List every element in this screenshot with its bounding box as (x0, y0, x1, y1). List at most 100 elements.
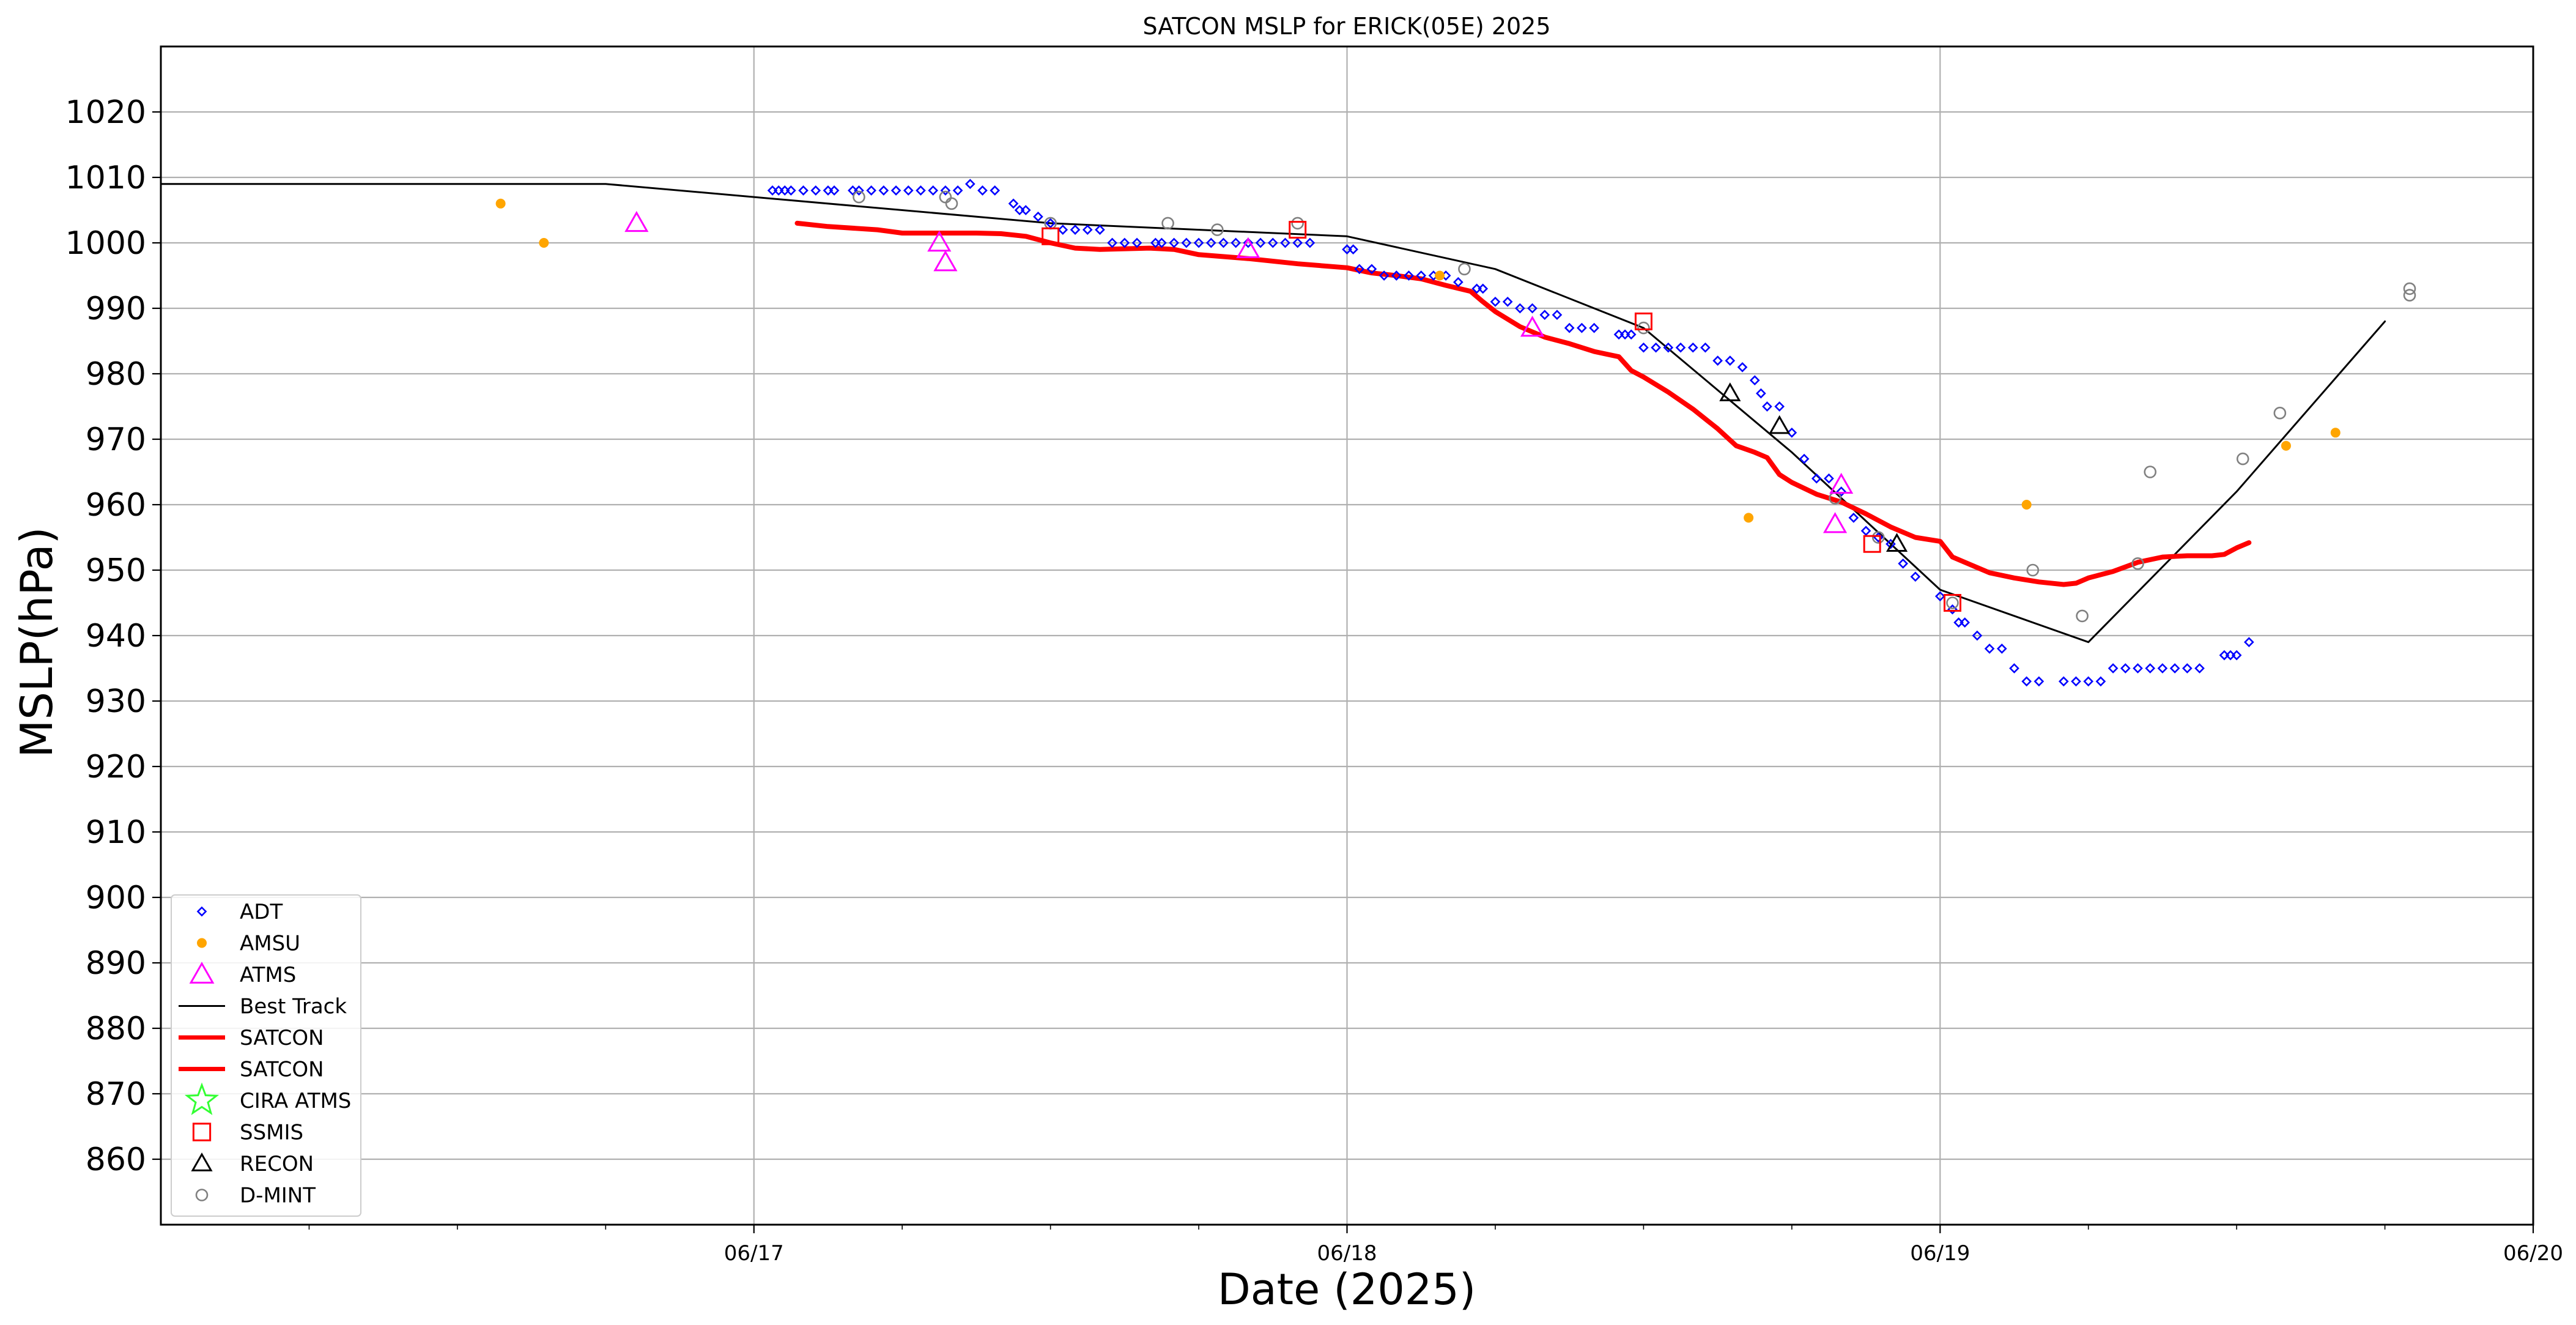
adt-point (1391, 270, 1402, 281)
atms-series (624, 210, 1854, 533)
ssmis-point (1289, 221, 1307, 239)
recon-point (1886, 533, 1908, 552)
y-tick-label: 890 (86, 945, 146, 982)
d-mint-point (945, 197, 958, 210)
adt-point (1774, 401, 1785, 412)
adt-point (1404, 270, 1414, 281)
adt-point (990, 185, 1001, 196)
y-tick-label: 980 (86, 356, 146, 393)
y-axis-label: MSLP(hPa) (11, 527, 62, 757)
d-mint-point (1458, 262, 1471, 276)
adt-point (1786, 427, 1797, 438)
d-mint-point (2403, 289, 2416, 302)
adt-point (1255, 237, 1266, 248)
amsu-point (495, 198, 506, 209)
legend-label-cira-atms: CIRA ATMS (240, 1089, 351, 1113)
adt-point (2071, 676, 2081, 687)
x-tick-label: 06/19 (1910, 1241, 1970, 1266)
adt-point (1687, 342, 1698, 353)
adt-point (1305, 237, 1316, 248)
adt-point (1205, 237, 1216, 248)
adt-point (1354, 264, 1365, 275)
adt-point (2194, 663, 2205, 674)
adt-point (1502, 296, 1513, 307)
legend-label-satcon: SATCON (240, 1058, 324, 1082)
legend-marker-ssmis (192, 1123, 212, 1141)
adt-point (1824, 473, 1834, 484)
adt-point (1749, 375, 1760, 386)
adt-point (798, 185, 809, 196)
satcon-line (794, 220, 2252, 587)
adt-point (1057, 225, 1068, 235)
y-tick-label: 870 (86, 1076, 146, 1113)
atms-point (1823, 512, 1848, 533)
legend-box (171, 894, 361, 1217)
adt-point (2231, 650, 2242, 661)
amsu-point (539, 238, 549, 248)
atms-point (624, 210, 649, 232)
y-tick-label: 970 (86, 421, 146, 458)
atms-point (1520, 316, 1545, 337)
adt-point (1848, 513, 1859, 523)
legend-marker-amsu (197, 938, 207, 948)
adt-point (1416, 270, 1427, 281)
y-tick-label: 990 (86, 291, 146, 327)
y-tick-label: 1000 (65, 225, 146, 262)
ssmis-point (1634, 312, 1653, 330)
adt-point (1552, 310, 1563, 321)
adt-point (1119, 237, 1130, 248)
adt-point (1799, 453, 1810, 464)
adt-point (1218, 237, 1229, 248)
adt-point (952, 185, 963, 196)
adt-point (2034, 676, 2045, 687)
y-tick-label: 950 (86, 552, 146, 589)
adt-point (940, 185, 951, 196)
adt-point (1996, 644, 2007, 654)
legend-label-best-track: Best Track (240, 995, 347, 1019)
adt-point (903, 185, 914, 196)
y-tick-label: 960 (86, 487, 146, 524)
legend-label-satcon: SATCON (240, 1026, 324, 1050)
adt-point (1008, 198, 1019, 209)
legend-label-ssmis: SSMIS (240, 1121, 303, 1145)
recon-point (1769, 415, 1791, 434)
adt-point (2182, 663, 2193, 674)
adt-point (1045, 218, 1056, 229)
y-tick-label: 920 (86, 749, 146, 785)
atms-point (927, 230, 952, 252)
adt-point (1589, 322, 1599, 333)
adt-point (1348, 244, 1358, 255)
amsu-point (2330, 428, 2341, 438)
legend-label-amsu: AMSU (240, 932, 300, 956)
adt-point (1725, 355, 1736, 366)
y-tick-label: 860 (86, 1141, 146, 1178)
plot-frame (160, 45, 2534, 1226)
adt-point (1515, 303, 1525, 314)
adt-point (1095, 225, 1105, 235)
adt-point (1157, 237, 1167, 248)
adt-point (1131, 237, 1142, 248)
adt-point (1755, 388, 1766, 399)
y-tick-label: 880 (86, 1011, 146, 1047)
recon-point (1719, 382, 1741, 401)
adt-point (878, 185, 889, 196)
adt-point (810, 185, 821, 196)
adt-point (1972, 630, 1983, 641)
d-mint-point (2076, 609, 2089, 623)
adt-point (1836, 486, 1846, 497)
adt-point (1478, 283, 1489, 294)
d-mint-point (1291, 217, 1304, 230)
adt-point (1490, 296, 1501, 307)
grid (161, 46, 2534, 1225)
adt-point (2145, 663, 2156, 674)
adt-point (1737, 362, 1748, 373)
amsu-point (2021, 500, 2032, 510)
adt-point (1762, 401, 1772, 412)
adt-point (928, 185, 939, 196)
data-series (160, 179, 2416, 687)
legend-marker-recon (191, 1152, 213, 1171)
adt-point (2108, 663, 2119, 674)
adt-point (1453, 277, 1464, 288)
